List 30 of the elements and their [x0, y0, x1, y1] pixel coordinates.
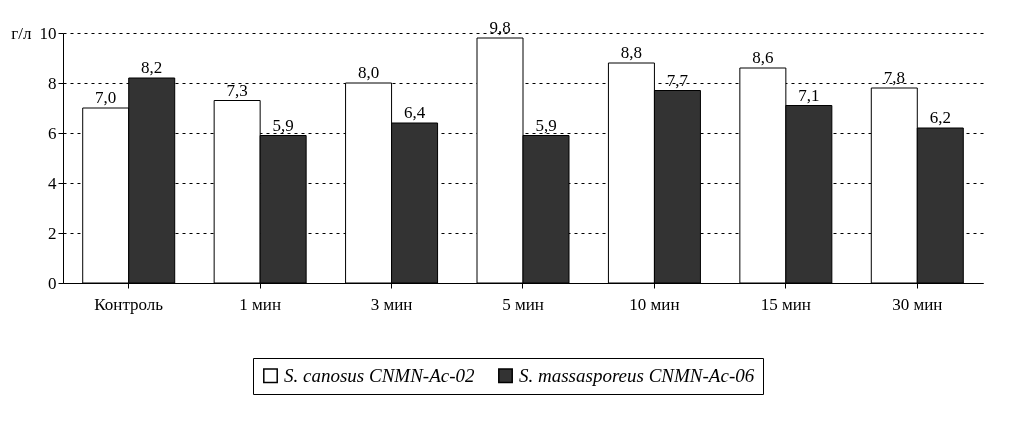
data-label: 8,0 [357, 63, 380, 82]
data-label: 7,7 [666, 70, 689, 90]
legend-label: S. canosus CNMN-Ac-02 [284, 364, 476, 386]
x-tick-label: 10 мин [629, 294, 680, 314]
y-tick-label: 8 [48, 73, 57, 93]
data-label: 6,2 [929, 108, 951, 127]
data-label: 8,8 [620, 43, 643, 62]
y-tick-label: 10 [39, 23, 57, 43]
data-label: 7,8 [883, 68, 905, 87]
data-label: 5,9 [535, 115, 557, 135]
data-label: 9,8 [489, 18, 511, 37]
y-tick-label: 2 [48, 223, 57, 243]
x-tick-label: 30 мин [892, 294, 943, 314]
y-tick-label: 4 [48, 173, 57, 193]
data-label: 7,1 [798, 85, 820, 105]
data-label: 8,6 [752, 48, 774, 67]
x-tick-label: 1 мин [239, 294, 281, 314]
y-tick-label: 6 [48, 123, 57, 143]
data-label: 5,9 [272, 115, 294, 135]
data-label: 7,3 [226, 80, 248, 100]
x-tick-label: 3 мин [370, 294, 413, 314]
legend-label: S. massasporeus CNMN-Ac-06 [519, 364, 755, 386]
x-tick-label: 5 мин [502, 294, 544, 314]
y-axis-title: г/л [11, 23, 33, 43]
y-tick-label: 0 [48, 273, 57, 293]
data-label: 6,4 [403, 103, 426, 122]
data-label: 8,2 [141, 58, 163, 77]
x-tick-label: 15 мин [760, 294, 811, 314]
data-label: 7,0 [95, 88, 117, 107]
x-tick-label: Контроль [94, 294, 164, 314]
